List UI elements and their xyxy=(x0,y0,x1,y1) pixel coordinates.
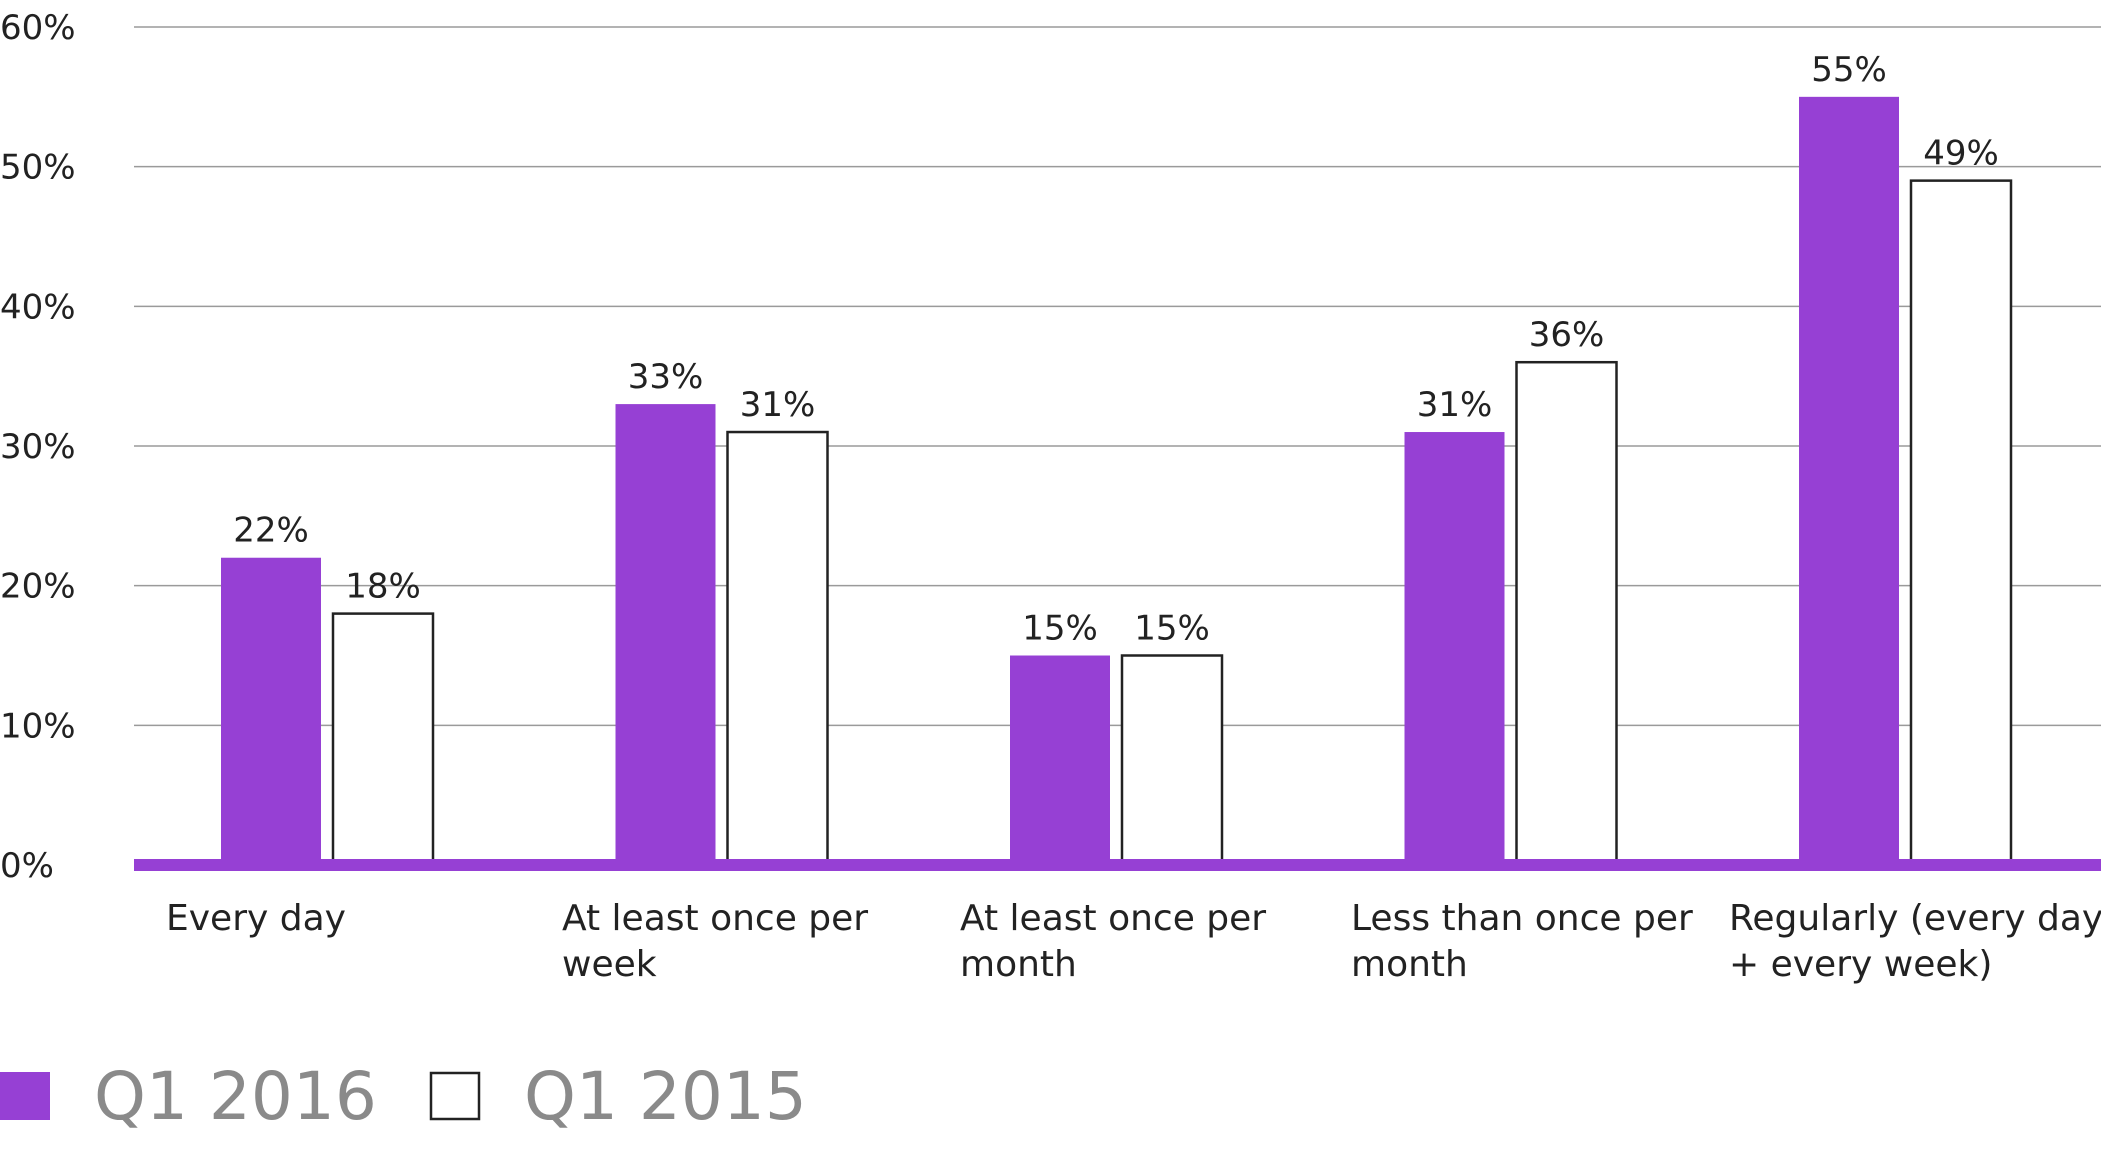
category-label: At least once per xyxy=(562,898,868,939)
bar-q1-2016-0 xyxy=(221,557,321,865)
legend-swatch-q1-2016 xyxy=(0,1072,50,1120)
x-axis-baseline xyxy=(134,859,2101,871)
data-label: 33% xyxy=(628,357,704,397)
data-label: 55% xyxy=(1811,50,1887,90)
legend-swatch-q1-2015 xyxy=(429,1071,481,1121)
data-label: 15% xyxy=(1134,609,1210,649)
y-tick-label: 50% xyxy=(0,148,76,188)
category-label: month xyxy=(960,944,1077,985)
bar-q1-2015-2 xyxy=(1120,654,1224,867)
category-label: At least once per xyxy=(960,898,1266,939)
category-label: + every week) xyxy=(1729,944,1992,985)
gridlines xyxy=(134,26,2101,727)
y-tick-label: 20% xyxy=(0,567,76,607)
bar-q1-2016-2 xyxy=(1010,655,1110,865)
category-label: week xyxy=(562,944,657,985)
bar-q1-2015-3 xyxy=(1515,360,1618,867)
bar-q1-2016-1 xyxy=(615,404,716,865)
data-labels: 22% 33% 15% 31% 55% 18% 31% 15% 36% 49% xyxy=(233,50,1999,649)
category-labels: Every day At least once per week At least o… xyxy=(166,898,2101,985)
y-axis-ticks: 0% 10% 20% 30% 40% 50% 60% xyxy=(0,8,76,886)
data-label: 18% xyxy=(345,567,421,607)
bar-q1-2015-4 xyxy=(1909,179,2013,867)
data-label: 22% xyxy=(233,511,309,551)
legend-label-q1-2015: Q1 2015 xyxy=(524,1058,807,1135)
y-tick-label: 40% xyxy=(0,287,76,327)
bar-q1-2015-1 xyxy=(726,430,829,867)
y-tick-label: 10% xyxy=(0,706,76,746)
x-axis-line xyxy=(134,859,2101,871)
data-label: 15% xyxy=(1022,609,1098,649)
category-label: month xyxy=(1351,944,1468,985)
y-tick-label: 60% xyxy=(0,8,76,48)
data-label: 36% xyxy=(1529,315,1605,355)
y-tick-label: 30% xyxy=(0,427,76,467)
legend: Q1 2016 Q1 2015 xyxy=(0,1058,807,1135)
category-label: Every day xyxy=(166,898,346,939)
y-tick-label: 0% xyxy=(0,846,54,886)
data-label: 31% xyxy=(1417,385,1493,425)
bars xyxy=(221,96,2013,867)
legend-label-q1-2016: Q1 2016 xyxy=(94,1058,377,1135)
data-label: 31% xyxy=(740,385,816,425)
category-label: Less than once per xyxy=(1351,898,1693,939)
data-label: 49% xyxy=(1923,134,1999,174)
bar-q1-2015-0 xyxy=(331,612,435,867)
bar-q1-2016-3 xyxy=(1404,432,1505,865)
category-label: Regularly (every day xyxy=(1729,898,2101,939)
bar-q1-2016-4 xyxy=(1799,96,1899,866)
